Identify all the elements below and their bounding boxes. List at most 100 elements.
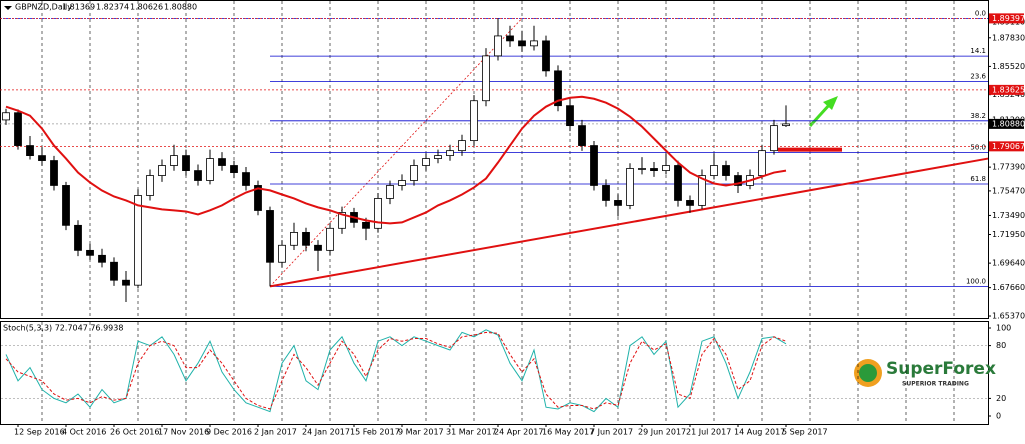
- trendline: [269, 157, 989, 288]
- candle-body: [182, 155, 190, 171]
- x-tick-label: 31 Mar 2017: [446, 428, 497, 437]
- y-tick-label: 1.67660: [992, 283, 1025, 292]
- menu-arrow[interactable]: [4, 6, 12, 10]
- candle-body: [710, 165, 718, 176]
- candle-body: [194, 170, 202, 181]
- fib-label: 100.0: [966, 277, 986, 285]
- candle-body: [386, 185, 394, 199]
- fib-diagonal: [269, 18, 523, 287]
- candle-body: [506, 35, 514, 42]
- logo: SuperForex SUPERIOR TRADING: [854, 359, 996, 388]
- candle-body: [650, 168, 658, 171]
- candle-body: [158, 165, 166, 176]
- candle-body: [482, 55, 490, 102]
- y-tick-label: 1.65370: [992, 312, 1025, 321]
- price-flag: [989, 13, 1024, 24]
- price-flag-label: 1.80880: [992, 119, 1025, 128]
- candle-body: [434, 155, 442, 159]
- header-value: 1.80626: [130, 3, 163, 12]
- candle-body: [578, 125, 586, 146]
- stoch-line: [5, 329, 787, 413]
- candle-body: [146, 175, 154, 196]
- candle-body: [110, 261, 118, 281]
- candle-body: [254, 185, 262, 211]
- candle-body: [734, 175, 742, 186]
- candle-body: [302, 232, 310, 246]
- y-tick-label: 20: [996, 394, 1006, 403]
- candle-body: [542, 40, 550, 72]
- y-tick-label: 0: [996, 412, 1001, 421]
- candle-body: [722, 165, 730, 176]
- candle-body: [170, 155, 178, 166]
- candle-body: [2, 112, 10, 121]
- x-tick-label: 7 Jun 2017: [590, 428, 633, 437]
- x-tick-label: 24 Jan 2017: [302, 428, 350, 437]
- price-flag-label: 1.89397: [992, 14, 1025, 23]
- candle-body: [290, 232, 298, 246]
- main-panel: [0, 0, 989, 319]
- candle-body: [134, 195, 142, 286]
- candle-body: [26, 145, 34, 156]
- candle-body: [86, 249, 94, 256]
- price-flag: [989, 84, 1024, 95]
- header-value: 1.82374: [96, 3, 129, 12]
- x-tick-label: 5 Sep 2017: [782, 428, 828, 437]
- signal-arrow: [808, 96, 838, 128]
- y-tick-label: 80: [996, 341, 1006, 350]
- candle-body: [74, 224, 82, 251]
- fib-label: 23.6: [970, 73, 986, 81]
- candle-body: [326, 227, 334, 251]
- candle-body: [782, 123, 790, 127]
- price-flag: [989, 118, 1024, 129]
- candle-body: [122, 279, 130, 286]
- x-tick-label: 4 Oct 2016: [62, 428, 106, 437]
- candle-body: [626, 168, 634, 206]
- stoch-line: [5, 331, 787, 410]
- candle-body: [686, 200, 694, 206]
- x-tick-label: 2 Jan 2017: [254, 428, 297, 437]
- candle-body: [530, 40, 538, 47]
- candle-body: [38, 155, 46, 161]
- candle-body: [410, 165, 418, 181]
- candle-body: [422, 158, 430, 166]
- y-tick-label: 1.73490: [992, 211, 1025, 220]
- chart-title: GBPNZD,Daily: [15, 3, 72, 12]
- candle-body: [470, 100, 478, 142]
- candle-body: [314, 244, 322, 251]
- x-tick-label: 9 Dec 2016: [206, 428, 252, 437]
- x-tick-label: 21 Jul 2017: [686, 428, 731, 437]
- candle-body: [566, 105, 574, 127]
- candle-body: [638, 168, 646, 170]
- moving-average: [5, 95, 787, 225]
- header-value: 1.81369: [62, 3, 95, 12]
- candle-body: [362, 221, 370, 229]
- price-flag-label: 1.83625: [992, 85, 1025, 94]
- logo-tagline: SUPERIOR TRADING: [902, 381, 969, 388]
- logo-name: SuperForex: [886, 359, 996, 379]
- logo-icon-inner: [859, 364, 877, 382]
- price-flag: [989, 141, 1024, 152]
- candle-body: [662, 165, 670, 171]
- candle-body: [338, 212, 346, 229]
- candle-body: [518, 40, 526, 47]
- target-level: [778, 147, 842, 152]
- candle-body: [50, 160, 58, 186]
- x-tick-label: 16 May 2017: [542, 428, 594, 437]
- fib-label: 61.8: [970, 175, 986, 183]
- y-tick-label: 1.71950: [992, 230, 1025, 239]
- candle-body: [230, 165, 238, 173]
- fib-label: 50.0: [970, 143, 986, 151]
- x-tick-label: 17 Nov 2016: [158, 428, 209, 437]
- candle-body: [398, 180, 406, 186]
- fib-label: 38.2: [970, 112, 986, 120]
- x-tick-label: 26 Oct 2016: [110, 428, 159, 437]
- candle-body: [266, 210, 274, 263]
- candle-body: [242, 172, 250, 186]
- y-tick-label: 100: [996, 324, 1011, 333]
- y-tick-label: 1.69640: [992, 259, 1025, 268]
- y-tick-label: 1.75470: [992, 186, 1025, 195]
- arrow-shaft: [808, 102, 832, 128]
- candle-body: [770, 125, 778, 152]
- candle-body: [458, 140, 466, 152]
